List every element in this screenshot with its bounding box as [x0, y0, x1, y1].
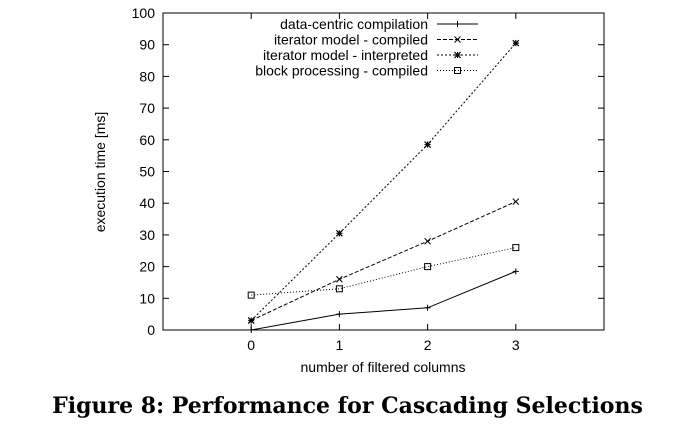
data-point [424, 141, 432, 148]
legend-marker [454, 36, 461, 43]
data-point [512, 198, 520, 205]
x-tick-label: 2 [424, 337, 432, 353]
figure-caption: Figure 8: Performance for Cascading Sele… [52, 393, 643, 419]
legend-marker [454, 21, 461, 27]
data-point [247, 317, 255, 324]
data-point [512, 268, 519, 275]
y-tick-label: 20 [139, 259, 155, 275]
legend-label: data-centric compilation [280, 16, 428, 32]
data-point [247, 291, 255, 299]
data-point [335, 285, 343, 293]
y-tick-label: 50 [139, 164, 155, 180]
legend-marker [454, 51, 461, 59]
data-point [336, 275, 343, 283]
y-tick-label: 70 [139, 100, 155, 116]
legend-label: iterator model - compiled [274, 32, 428, 48]
series-3 [247, 244, 520, 299]
data-point [512, 39, 520, 47]
legend-label: block processing - compiled [255, 63, 428, 79]
data-point [512, 244, 520, 252]
y-tick-label: 90 [139, 37, 155, 53]
y-axis-label: execution time [ms] [92, 112, 108, 233]
x-axis-label: number of filtered columns [301, 359, 466, 375]
y-tick-label: 10 [139, 290, 155, 306]
series-line [250, 42, 517, 321]
series-0 [248, 268, 519, 333]
data-point [335, 229, 343, 237]
legend-marker [454, 67, 461, 74]
y-tick-label: 100 [132, 5, 156, 21]
x-tick-label: 3 [512, 337, 520, 353]
series-2 [247, 39, 520, 324]
data-point [424, 304, 431, 311]
y-tick-label: 40 [139, 195, 155, 211]
x-tick-label: 1 [336, 337, 344, 353]
line-chart: 0 10 20 30 40 50 60 70 80 90 100 0 1 2 3 data-centric … [92, 5, 605, 375]
legend-label: iterator model - interpreted [263, 47, 428, 63]
data-point [336, 311, 343, 318]
series-layer [247, 39, 520, 333]
x-tick-label: 0 [247, 337, 255, 353]
series-line [250, 201, 517, 321]
data-point [424, 237, 431, 245]
y-tick-label: 30 [139, 227, 155, 243]
y-tick-label: 0 [147, 322, 155, 338]
series-1 [247, 198, 520, 324]
y-tick-label: 60 [139, 132, 155, 148]
data-point [424, 263, 432, 271]
y-tick-label: 80 [139, 68, 155, 84]
data-point [248, 327, 255, 333]
series-line [251, 270, 516, 331]
axes: 0 10 20 30 40 50 60 70 80 90 100 0 1 2 3 [132, 5, 605, 353]
